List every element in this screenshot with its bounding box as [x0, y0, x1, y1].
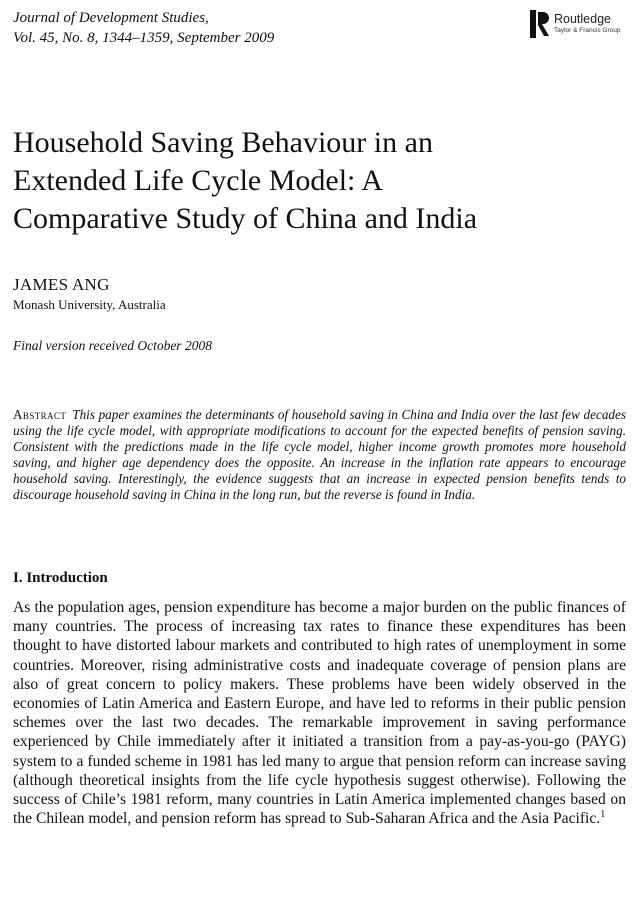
title-line-3: Comparative Study of China and India	[13, 202, 478, 235]
author-affiliation: Monash University, Australia	[13, 297, 166, 312]
abstract: Abstract This paper examines the determin…	[13, 407, 626, 502]
abstract-text: This paper examines the determinants of …	[13, 407, 626, 502]
journal-volume: Vol. 45, No. 8, 1344–1359, September 200…	[13, 30, 275, 46]
title-line-2: Extended Life Cycle Model: A	[13, 164, 383, 197]
received-date: Final version received October 2008	[13, 338, 212, 353]
publisher-name: Routledge	[554, 12, 611, 26]
journal-name: Journal of Development Studies,	[13, 10, 209, 26]
abstract-label: Abstract	[13, 407, 67, 422]
footnote-ref[interactable]: 1	[600, 809, 606, 821]
section-heading: I. Introduction	[13, 570, 108, 586]
article-title: Household Saving Behaviour in an Extende…	[13, 124, 623, 238]
publisher-group: Taylor & Francis Group	[554, 27, 621, 34]
routledge-logo-icon	[530, 10, 549, 38]
intro-text: As the population ages, pension expendit…	[13, 599, 626, 828]
publisher-logo: Routledge Taylor & Francis Group	[530, 10, 630, 40]
intro-paragraph: As the population ages, pension expendit…	[13, 598, 626, 828]
title-line-1: Household Saving Behaviour in an	[13, 126, 433, 159]
author-name: JAMES ANG	[13, 275, 110, 294]
journal-citation: Journal of Development Studies, Vol. 45,…	[13, 8, 274, 48]
